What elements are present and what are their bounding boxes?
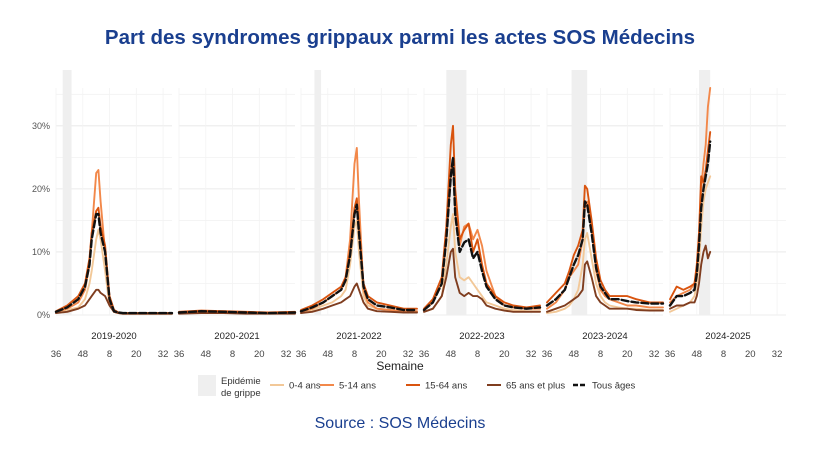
- epidemic-period-band: [62, 70, 72, 315]
- y-tick-label: 20%: [32, 184, 50, 194]
- x-tick-label: 32: [649, 349, 660, 360]
- series-line-0-4-ans: [423, 213, 541, 313]
- legend-label-epidemic-line2: de grippe: [221, 388, 261, 399]
- series-line-5-14-ans: [423, 156, 541, 311]
- x-tick-label: 32: [526, 349, 537, 360]
- y-axis: 0% 10% 20% 30%: [32, 121, 50, 320]
- x-tick-label: 48: [322, 349, 333, 360]
- legend-label: 65 ans et plus: [506, 381, 565, 392]
- x-tick-label: 20: [499, 349, 510, 360]
- x-tick-label: 36: [51, 349, 62, 360]
- season-label: 2022-2023: [459, 331, 504, 342]
- series-line-tous-ges: [545, 200, 665, 307]
- x-tick-label: 32: [772, 349, 783, 360]
- x-tick-label: 48: [77, 349, 88, 360]
- x-tick-label: 8: [352, 349, 357, 360]
- x-tick-label: 32: [158, 349, 169, 360]
- x-tick-label: 20: [376, 349, 387, 360]
- chart-title: Part des syndromes grippaux parmi les ac…: [104, 26, 696, 49]
- series-line-15-64-ans: [300, 197, 418, 311]
- y-tick-label: 30%: [32, 121, 50, 131]
- legend-label: 5-14 ans: [339, 381, 376, 392]
- series-line-tous-ges: [668, 140, 712, 307]
- series-line-15-64-ans: [55, 206, 173, 315]
- season-label: 2019-2020: [91, 331, 136, 342]
- x-tick-label: 20: [745, 349, 756, 360]
- series-line-tous-ges: [54, 212, 174, 315]
- x-axis: 2019-2020 36 48 8 20 32 2020-2021 36 48 8 20 32 2021…: [51, 331, 783, 360]
- x-tick-label: 36: [296, 349, 307, 360]
- epidemic-shade-layer: [62, 70, 711, 315]
- season-label: 2023-2024: [582, 331, 627, 342]
- series-line-tous-ges: [299, 203, 419, 313]
- x-tick-label: 48: [200, 349, 211, 360]
- x-tick-label: 20: [622, 349, 633, 360]
- x-tick-label: 36: [419, 349, 430, 360]
- x-tick-label: 48: [445, 349, 456, 360]
- series-line-65-ans-et-plus: [669, 244, 712, 310]
- x-tick-label: 32: [403, 349, 414, 360]
- series-line-5-14-ans: [55, 169, 173, 315]
- x-tick-label: 20: [254, 349, 265, 360]
- series-line-15-64-ans: [546, 184, 664, 304]
- legend-swatch-epidemic: [198, 375, 216, 396]
- series-line-65-ans-et-plus: [178, 312, 296, 315]
- x-tick-label: 8: [107, 349, 112, 360]
- x-tick-label: 32: [281, 349, 292, 360]
- series-line-65-ans-et-plus: [300, 282, 418, 315]
- epidemic-period-band: [314, 70, 322, 315]
- source-note: Source : SOS Médecins: [314, 415, 486, 432]
- series-line-tous-ges: [422, 156, 542, 312]
- season-label: 2021-2022: [336, 331, 381, 342]
- series-line-65-ans-et-plus: [423, 247, 541, 313]
- series-line-tous-ges: [177, 310, 297, 315]
- season-label: 2020-2021: [214, 331, 259, 342]
- x-tick-label: 36: [665, 349, 676, 360]
- series-line-65-ans-et-plus: [546, 260, 664, 313]
- y-tick-label: 0%: [37, 310, 50, 320]
- x-tick-label: 8: [475, 349, 480, 360]
- x-axis-title: Semaine: [376, 359, 424, 373]
- x-tick-label: 20: [131, 349, 142, 360]
- legend: Epidémie de grippe 0-4 ans 5-14 ans 15-64 …: [198, 375, 636, 399]
- legend-label: 0-4 ans: [289, 381, 321, 392]
- x-tick-label: 48: [691, 349, 702, 360]
- legend-label: Tous âges: [592, 381, 636, 392]
- grid-layer: [55, 88, 786, 316]
- legend-label-epidemic-line1: Epidémie: [221, 376, 261, 387]
- legend-label: 15-64 ans: [425, 381, 468, 392]
- series-layer: [54, 87, 712, 315]
- y-tick-label: 10%: [32, 247, 50, 257]
- x-tick-label: 48: [568, 349, 579, 360]
- x-tick-label: 8: [598, 349, 603, 360]
- x-tick-label: 36: [174, 349, 185, 360]
- x-tick-label: 36: [542, 349, 553, 360]
- x-tick-label: 8: [230, 349, 235, 360]
- x-tick-label: 8: [721, 349, 726, 360]
- season-label: 2024-2025: [705, 331, 750, 342]
